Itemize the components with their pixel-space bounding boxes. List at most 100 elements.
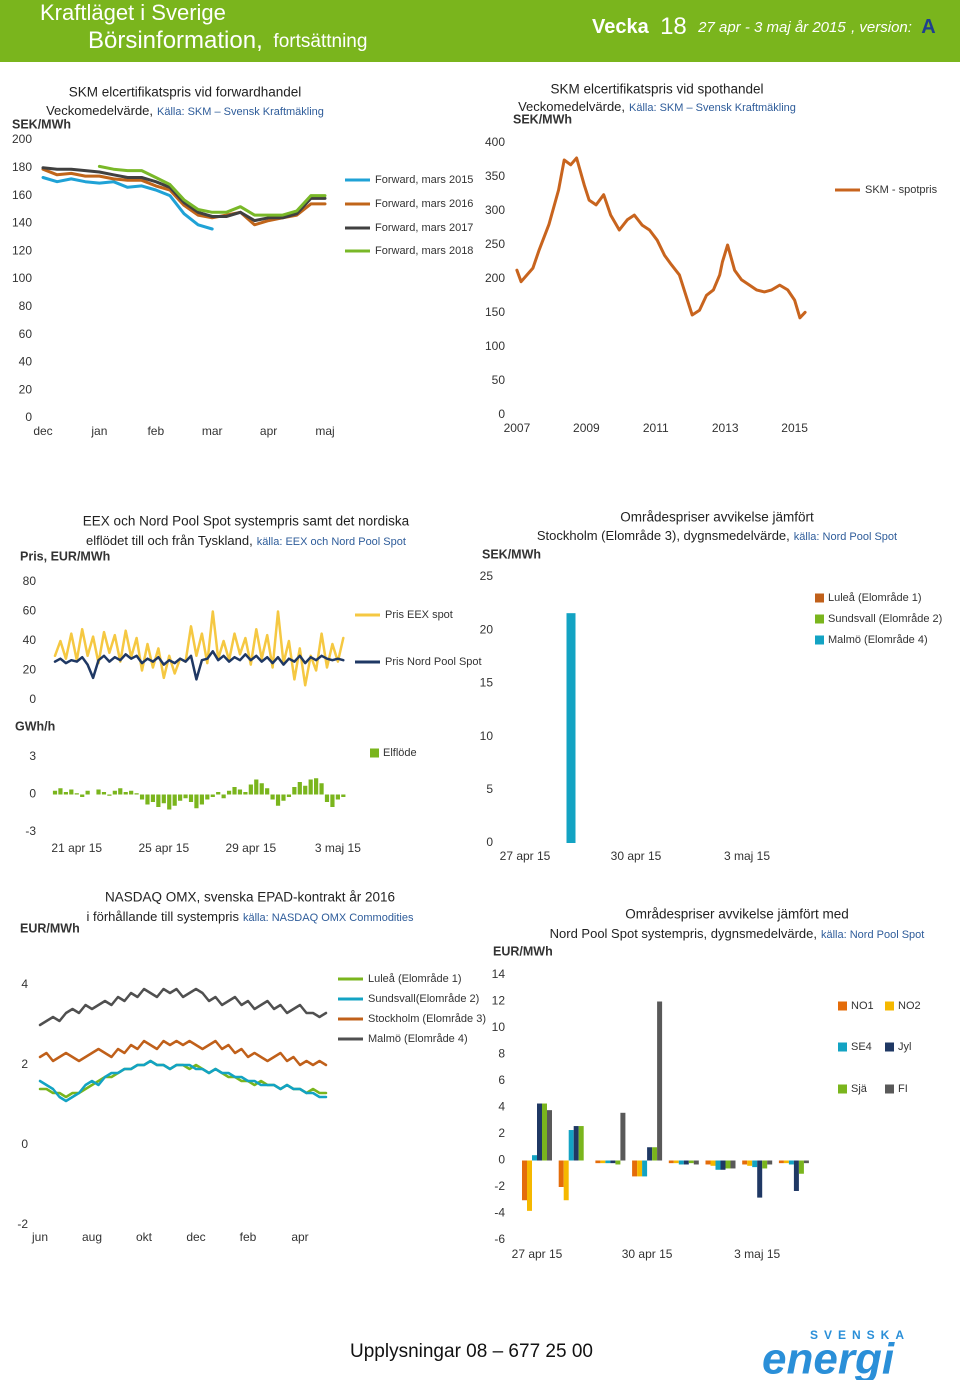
bar xyxy=(69,789,74,795)
y-tick-label: 300 xyxy=(485,203,505,217)
x-tick-label: apr xyxy=(260,424,277,438)
logo-bottom: energi xyxy=(762,1335,895,1380)
bar xyxy=(237,789,243,795)
series-line xyxy=(38,987,328,1027)
bar xyxy=(314,778,319,795)
y2-tick-label: 3 xyxy=(29,749,36,763)
x-tick-label: 2015 xyxy=(781,421,808,435)
y-tick-label: 350 xyxy=(485,169,505,183)
x-tick-label: aug xyxy=(82,1230,102,1244)
bar xyxy=(270,794,275,800)
series-line xyxy=(515,156,807,320)
bar xyxy=(610,1160,616,1164)
y-tick-label: 60 xyxy=(23,604,37,618)
header-subtitle: Börsinformation, xyxy=(88,27,263,54)
legend-swatch xyxy=(838,1001,847,1011)
y-tick-label: 80 xyxy=(19,299,33,313)
x-tick-label: feb xyxy=(240,1230,257,1244)
week-number: 18 xyxy=(660,13,687,40)
y-tick-label: 10 xyxy=(480,729,494,743)
x-tick-label: dec xyxy=(186,1230,205,1244)
bar xyxy=(710,1160,716,1166)
y-tick-label: 120 xyxy=(12,243,32,257)
chart-subtitle-line: Veckomedelvärde, Källa: SKM – Svensk Kraf… xyxy=(518,99,796,114)
chart-source: källa: Nord Pool Spot xyxy=(821,929,924,941)
bar xyxy=(308,779,313,795)
chart-title: SKM elcertifikatspris vid forwardhandel xyxy=(69,85,302,100)
y-tick-label: 0 xyxy=(498,1153,505,1167)
x-tick-label: 27 apr 15 xyxy=(512,1247,563,1261)
y-tick-label: 20 xyxy=(480,622,494,636)
bar xyxy=(803,1160,809,1164)
chart-subtitle: i förhållande till systempris xyxy=(87,909,240,924)
chart-title: Områdespriser avvikelse jämfört med xyxy=(625,907,849,922)
y-tick-label: 160 xyxy=(12,188,32,202)
x-tick-label: jun xyxy=(31,1230,48,1244)
chart-source: källa: Nord Pool Spot xyxy=(794,531,897,543)
bar xyxy=(319,783,324,795)
bar xyxy=(683,1160,689,1165)
bar xyxy=(720,1160,726,1170)
period: 27 apr - 3 maj år 2015 xyxy=(697,19,846,36)
legend-label: Sundsvall (Elområde 2) xyxy=(828,613,942,625)
y-tick-label: 100 xyxy=(12,271,32,285)
legend-label: Forward, mars 2015 xyxy=(375,174,473,186)
bar xyxy=(216,792,221,795)
legend-label: SKM - spotpris xyxy=(865,184,938,196)
bar xyxy=(715,1160,721,1170)
bar xyxy=(595,1160,601,1164)
bar xyxy=(150,794,156,802)
bar xyxy=(63,792,68,795)
bar xyxy=(752,1160,758,1168)
bar xyxy=(341,794,346,797)
bar xyxy=(232,787,237,795)
bar xyxy=(112,790,117,795)
bar xyxy=(547,1110,552,1161)
header-subtitle-suffix: fortsättning xyxy=(273,31,367,52)
series-line xyxy=(41,166,327,223)
x-tick-label: 27 apr 15 xyxy=(500,849,551,863)
x-tick-label: 2013 xyxy=(712,421,739,435)
chart-source: källa: NASDAQ OMX Commodities xyxy=(243,912,414,924)
chart-subtitle-line: elflödet till och från Tyskland, källa: E… xyxy=(86,533,406,548)
legend-label: Forward, mars 2017 xyxy=(375,222,473,234)
bar xyxy=(783,1160,789,1164)
y-axis-label: Pris, EUR/MWh xyxy=(20,549,110,563)
bar xyxy=(80,794,85,797)
bar xyxy=(324,794,330,802)
y2-tick-label: -3 xyxy=(25,824,36,838)
x-tick-label: 2009 xyxy=(573,421,600,435)
y2-axis-label: GWh/h xyxy=(15,719,55,733)
version: A xyxy=(921,16,935,38)
x-tick-label: apr xyxy=(291,1230,308,1244)
bar xyxy=(178,794,183,801)
bar xyxy=(210,794,215,797)
bar xyxy=(527,1160,532,1211)
bar xyxy=(788,1160,794,1165)
legend-label: Luleå (Elområde 1) xyxy=(828,592,922,604)
y-axis-label: EUR/MWh xyxy=(20,921,80,935)
bar xyxy=(101,792,107,795)
chart-subtitle-line: i förhållande till systempris källa: NASD… xyxy=(87,909,414,924)
bar xyxy=(156,794,161,807)
y-tick-label: 40 xyxy=(23,633,37,647)
legend-label: NO1 xyxy=(851,1000,874,1012)
legend-label: Forward, mars 2016 xyxy=(375,198,473,210)
chart-title: NASDAQ OMX, svenska EPAD-kontrakt år 201… xyxy=(105,890,395,905)
header-week-line: Vecka 18 27 apr - 3 maj år 2015 , versio… xyxy=(592,13,936,40)
y2-tick-label: 0 xyxy=(29,787,36,801)
bar xyxy=(762,1160,768,1169)
bar xyxy=(647,1147,653,1161)
bar xyxy=(725,1160,731,1169)
chart-subtitle: Veckomedelvärde, xyxy=(518,99,625,114)
bar xyxy=(286,794,292,797)
series-line xyxy=(38,1039,328,1067)
bar xyxy=(637,1160,643,1177)
bar xyxy=(167,794,172,810)
bar xyxy=(161,794,166,804)
legend-swatch xyxy=(838,1084,847,1094)
y-axis-label: EUR/MWh xyxy=(493,944,553,958)
bar xyxy=(620,1112,626,1161)
y-tick-label: 250 xyxy=(485,237,505,251)
